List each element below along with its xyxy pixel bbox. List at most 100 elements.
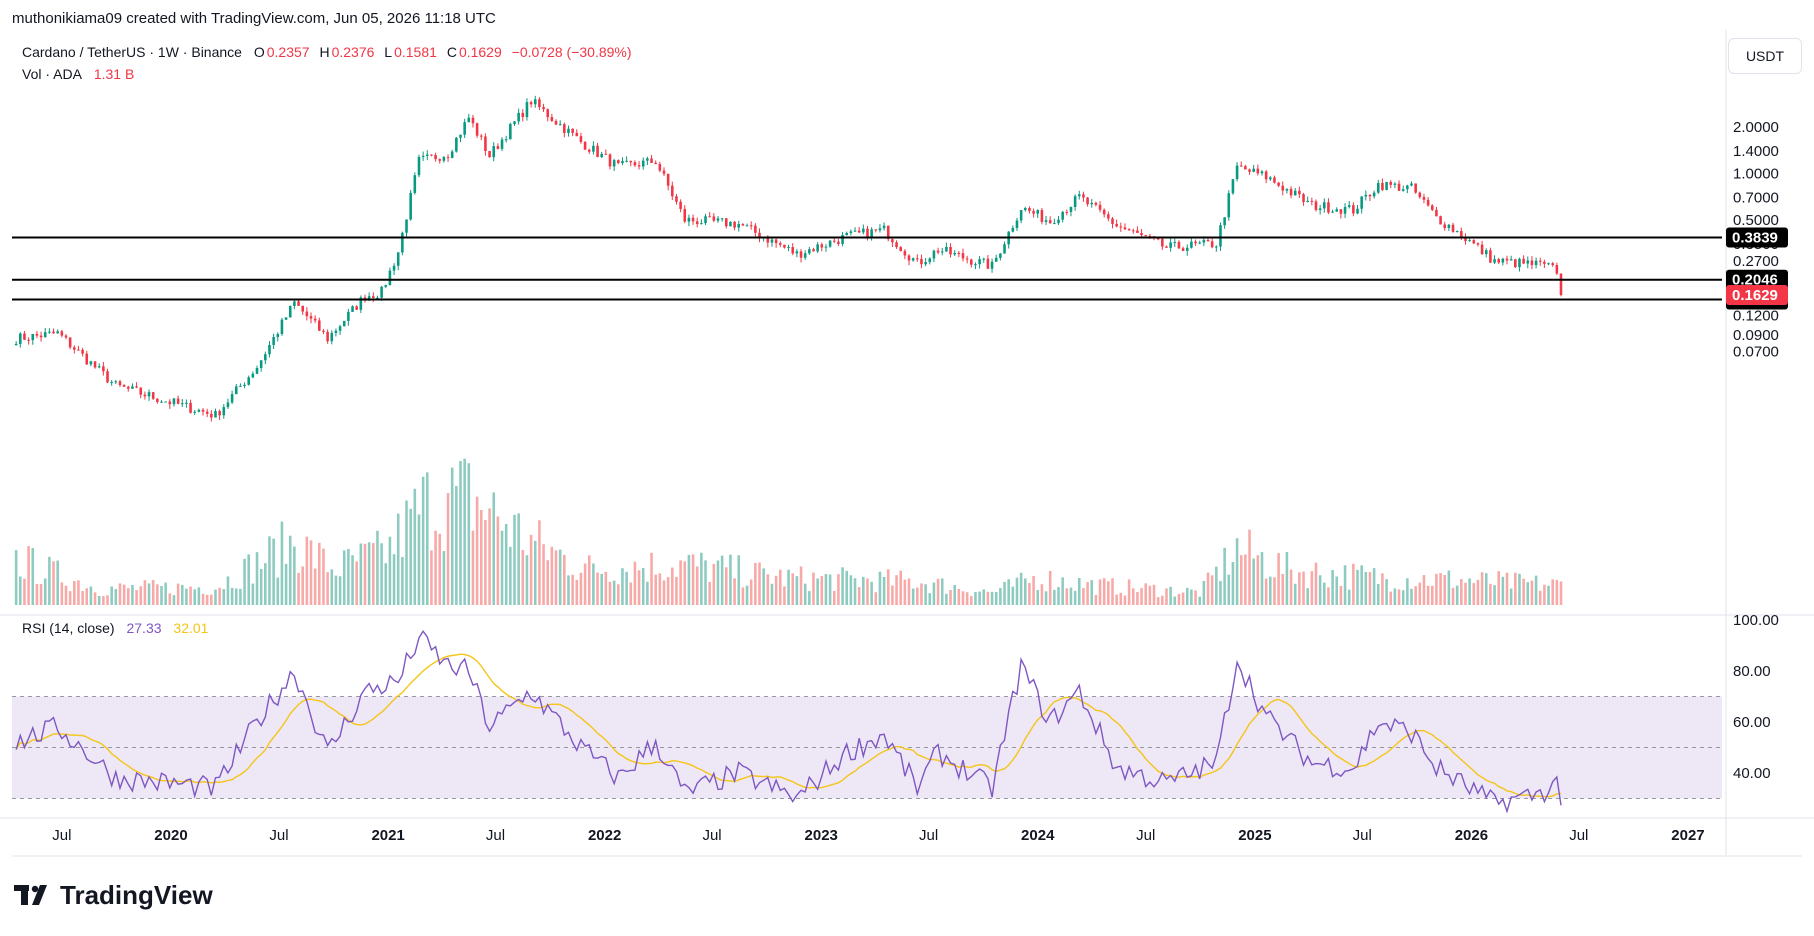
volume-bar: [1335, 576, 1339, 605]
rsi-label[interactable]: RSI (14, close): [22, 620, 115, 636]
volume-value: 1.31 B: [93, 66, 135, 82]
candle-body: [396, 252, 400, 266]
candle-body: [484, 136, 487, 152]
volume-bar: [268, 536, 271, 605]
brand-name: TradingView: [60, 880, 213, 910]
candle-body: [1269, 177, 1272, 180]
volume-bar: [1077, 577, 1081, 605]
volume-bar: [828, 574, 832, 605]
candle-body: [160, 401, 163, 403]
candle-body: [1364, 194, 1368, 197]
volume-bar: [56, 560, 59, 605]
volume-bar: [193, 589, 197, 605]
volume-bar: [1065, 588, 1069, 605]
volume-bar: [1393, 588, 1397, 605]
symbol-title[interactable]: Cardano / TetherUS · 1W · Binance: [22, 44, 242, 60]
candle-body: [816, 244, 819, 252]
volume-bar: [43, 578, 47, 605]
volume-bar: [862, 576, 865, 605]
volume-bar: [218, 587, 221, 605]
volume-bar: [355, 561, 358, 605]
volume-legend: Vol · ADA 1.31 B: [22, 66, 136, 82]
volume-bar: [538, 520, 541, 605]
candle-body: [650, 158, 653, 163]
currency-button[interactable]: USDT: [1728, 38, 1802, 74]
candle-body: [309, 316, 313, 319]
volume-bar: [226, 576, 230, 605]
candle-body: [201, 409, 205, 412]
volume-bar: [1028, 582, 1031, 605]
candle-body: [1347, 205, 1351, 207]
candle-body: [347, 311, 350, 321]
volume-label[interactable]: Vol · ADA: [22, 66, 82, 82]
volume-bar: [168, 593, 172, 605]
candle-body: [1227, 193, 1231, 218]
candle-body: [891, 239, 894, 243]
candle-body: [459, 134, 462, 138]
candle-body: [1526, 260, 1530, 264]
volume-bar: [575, 579, 579, 605]
candle-body: [1161, 238, 1164, 247]
candle-body: [1289, 188, 1293, 196]
volume-bar: [1389, 591, 1393, 605]
candle-body: [986, 258, 990, 269]
candle-body: [1447, 224, 1451, 228]
brand-logo[interactable]: TradingView: [14, 880, 213, 911]
candle-body: [504, 139, 508, 141]
candle-body: [675, 196, 678, 202]
volume-bar: [1073, 590, 1077, 605]
candle-body: [1264, 171, 1268, 180]
candle-body: [421, 155, 425, 157]
candle-body: [284, 317, 288, 320]
candle-body: [1509, 259, 1513, 261]
volume-bar: [60, 582, 64, 605]
volume-bar: [849, 575, 853, 605]
volume-bar: [1551, 579, 1554, 605]
candle-body: [450, 151, 454, 158]
candle-body: [151, 392, 155, 399]
candle-body: [629, 160, 633, 163]
volume-bar: [471, 530, 475, 605]
volume-bar: [201, 593, 205, 605]
candle-body: [741, 224, 745, 226]
candle-body: [517, 112, 520, 122]
candle-body: [118, 381, 122, 386]
volume-bar: [27, 546, 30, 605]
close-value: 0.1629: [458, 44, 502, 60]
candle-body: [1497, 259, 1500, 263]
candle-body: [1381, 182, 1384, 190]
volume-bar: [126, 588, 130, 605]
volume-bar: [1472, 583, 1476, 605]
candle-body: [1069, 206, 1073, 212]
volume-bar: [484, 519, 487, 605]
volume-bar: [1086, 582, 1089, 605]
rsi-value: 27.33: [126, 620, 162, 636]
volume-bar: [816, 578, 819, 605]
volume-bar: [509, 546, 512, 605]
volume-bar: [783, 586, 786, 605]
volume-bar: [293, 546, 296, 605]
volume-bar: [326, 572, 329, 605]
candle-body: [970, 259, 973, 265]
volume-bar: [1314, 562, 1318, 605]
candle-body: [932, 250, 936, 259]
volume-bar: [949, 590, 952, 605]
volume-bar: [517, 513, 520, 605]
volume-bar: [264, 563, 267, 605]
volume-bar: [683, 561, 687, 605]
volume-bar: [496, 516, 500, 605]
volume-bar: [31, 547, 35, 605]
volume-bar: [367, 542, 371, 605]
volume-bar: [704, 560, 707, 605]
candle-body: [799, 251, 803, 258]
volume-bar: [546, 560, 550, 605]
candle-body: [189, 402, 192, 413]
volume-bar: [820, 576, 824, 605]
volume-bar: [886, 569, 890, 605]
candle-body: [247, 377, 250, 385]
volume-bar: [978, 591, 981, 605]
candle-body: [1019, 210, 1023, 221]
candle-body: [1248, 169, 1251, 172]
